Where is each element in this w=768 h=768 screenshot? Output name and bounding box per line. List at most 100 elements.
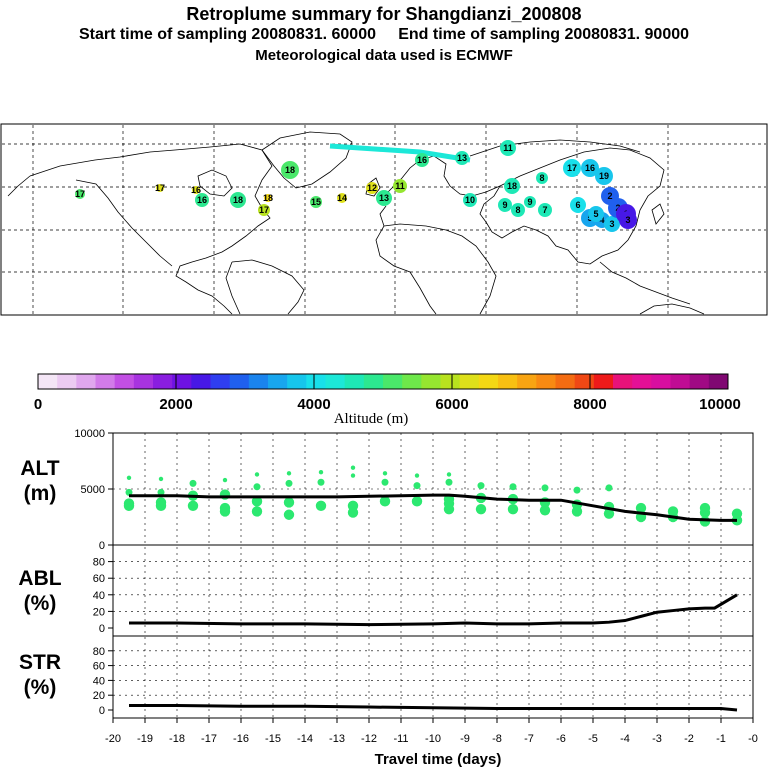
abl-ytick-label-4: 0 [99,623,105,635]
colorbar-swatch-28 [574,374,595,389]
alt-cluster-11-0 [477,482,485,490]
colorbar-swatch-29 [593,374,614,389]
alt-cluster-6-2 [315,500,327,511]
alt-panel-unit: (m) [24,482,57,505]
alt-cluster-15-2 [603,508,615,519]
alt-cluster-3-0 [222,477,228,483]
plume-centroid-30 [524,196,536,208]
x-axis-title: Travel time (days) [375,751,502,768]
colorbar-labels: 0 2000 4000 6000 8000 10000 [34,396,741,413]
chart-title: Retroplume summary for Shangdianzi_20080… [186,4,582,24]
plume-centroid-2 [230,192,246,208]
plume-centroid-5 [310,196,322,208]
alt-cluster-5-1 [285,479,293,487]
plume-centroid-6 [337,193,347,203]
plume-centroid-label-13: 7 [542,205,547,215]
colorbar-swatch-10 [229,374,250,389]
plume-centroid-label-22: 19 [599,171,609,181]
colorbar-swatch-2 [76,374,96,389]
time-series-panels: ALT (m) ABL (%) STR (%) 10000 5000 0 80 60 4… [18,428,757,768]
alt-cluster-5-2 [283,497,295,508]
alt-particle-clusters [123,465,743,527]
x-axis: -20 -19 -18 -17 -16 -15 -14 -13 -12 -11 -10 -9 -8 -7 -… [105,718,758,745]
plume-centroid-10 [463,193,477,207]
plume-centroid-label-3: 18 [285,165,295,175]
colorbar-swatch-17 [363,374,384,389]
xtick-label-0: -20 [105,733,121,745]
colorbar-swatch-0 [38,374,58,389]
plume-centroid-label-12: 8 [515,205,520,215]
xtick-label-3: -17 [201,733,217,745]
plume-centroid-12 [511,203,525,217]
alt-y-axis: 10000 5000 0 [74,428,113,552]
plume-centroid-label-24: 13 [457,153,467,163]
colorbar-swatch-24 [498,374,518,389]
abl-ytick-label-3: 20 [93,606,105,618]
plume-centroid-label-6: 14 [337,193,347,203]
sampling-time-line: Start time of sampling 20080831. 60000 E… [78,26,690,43]
xtick-label-20: -0 [748,733,758,745]
plume-centroid-0 [75,189,85,199]
coast-arctic-russia [469,139,641,157]
plume-centroid-23 [504,178,520,194]
xtick-label-13: -7 [524,733,534,745]
colorbar-label-4: 8000 [573,396,606,413]
colorbar-swatch-33 [670,374,691,389]
plume-high-latitude-band [329,143,471,163]
str-ytick-label-2: 40 [93,675,105,687]
plume-centroid-31 [536,172,548,184]
plume-centroid-label-11: 9 [502,200,507,210]
vertical-gridlines [113,433,753,718]
alt-cluster-2-2 [187,500,199,511]
plume-centroid-label-9: 11 [395,181,405,191]
plume-centroid-26 [500,140,516,156]
alt-cluster-2-0 [189,479,197,487]
xtick-label-5: -15 [265,733,281,745]
alt-cluster-7-3 [347,507,359,518]
colorbar-label-0: 0 [34,396,42,413]
coast-uk [365,177,381,197]
alt-cluster-18-1 [699,507,711,518]
alt-cluster-12-2 [507,503,519,515]
plume-centroid-label-16: 4 [599,215,604,225]
xtick-label-17: -3 [652,733,662,745]
str-polyline [129,704,738,712]
plume-centroid-label-2: 18 [233,195,243,205]
alt-cluster-5-0 [286,471,292,476]
plume-centroid-label-4: 17 [259,205,269,215]
colorbar-swatch-12 [268,374,288,389]
str-y-axis: 80 60 40 20 0 [93,646,113,717]
alt-cluster-4-3 [251,506,263,517]
alt-cluster-1-1 [157,488,165,496]
plume-centroid-13 [538,203,552,217]
plume-centroid-label-25: 16 [417,155,427,165]
colorbar-title: Altitude (m) [334,411,409,427]
xtick-label-9: -11 [393,733,408,745]
coast-hudson-bay [197,169,233,197]
alt-cluster-3-3 [219,506,231,517]
xtick-label-8: -12 [361,733,377,745]
colorbar-swatch-3 [95,374,116,389]
plume-centroid-label-21: 16 [585,163,595,173]
colorbar-swatch-13 [287,374,307,389]
colorbar-swatch-23 [478,374,499,389]
colorbar-swatch-5 [133,374,154,389]
abl-polyline [129,593,738,627]
plume-centroid-label-7: 13 [379,193,389,203]
colorbar-swatch-9 [210,374,231,389]
str-ytick-label-1: 60 [93,661,105,673]
colorbar-swatch-34 [689,374,710,389]
colorbar-swatch-27 [555,374,576,389]
coast-japan [651,203,665,225]
xtick-label-16: -4 [620,733,630,745]
str-ytick-label-0: 80 [93,646,105,658]
str-panel-unit: (%) [24,676,57,699]
xtick-label-14: -6 [556,733,566,745]
alt-cluster-5-3 [283,509,295,520]
plume-centroid-label-33: 2 [607,191,612,201]
abl-ytick-label-0: 80 [93,557,105,569]
str-panel-label: STR [19,651,61,674]
alt-cluster-8-2 [379,496,391,507]
colorbar-swatch-25 [517,374,537,389]
plume-centroid-label-32: 5 [593,209,598,219]
